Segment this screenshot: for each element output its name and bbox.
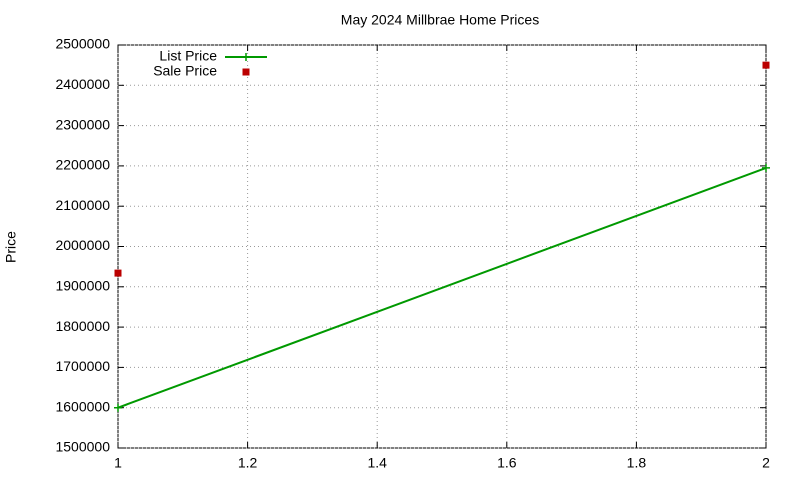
x-tick-label: 1 xyxy=(114,455,122,471)
point xyxy=(242,68,250,76)
y-tick-label: 1600000 xyxy=(55,398,110,414)
point xyxy=(762,163,770,172)
x-tick-label: 1.6 xyxy=(497,455,517,471)
y-tick-label: 1700000 xyxy=(55,358,110,374)
legend-label: Sale Price xyxy=(153,63,217,79)
point xyxy=(114,403,122,412)
x-tick-label: 1.2 xyxy=(238,455,258,471)
y-tick-label: 2000000 xyxy=(55,237,110,253)
point xyxy=(242,53,250,61)
legend-label: List Price xyxy=(159,48,217,64)
x-tick-label: 2 xyxy=(762,455,770,471)
y-tick-label: 2300000 xyxy=(55,116,110,132)
y-tick-label: 2500000 xyxy=(55,36,110,52)
x-tick-label: 1.8 xyxy=(627,455,647,471)
y-tick-label: 2100000 xyxy=(55,197,110,213)
point xyxy=(762,61,770,69)
y-tick-label: 2200000 xyxy=(55,157,110,173)
y-tick-label: 1900000 xyxy=(55,278,110,294)
x-tick-label: 1.4 xyxy=(367,455,387,471)
y-tick-label: 1800000 xyxy=(55,318,110,334)
y-tick-label: 2400000 xyxy=(55,76,110,92)
series-line xyxy=(117,166,767,409)
y-axis-label: Price xyxy=(3,231,19,263)
y-tick-label: 1500000 xyxy=(55,439,110,455)
point xyxy=(114,269,122,277)
chart-title: May 2024 Millbrae Home Prices xyxy=(341,12,539,28)
